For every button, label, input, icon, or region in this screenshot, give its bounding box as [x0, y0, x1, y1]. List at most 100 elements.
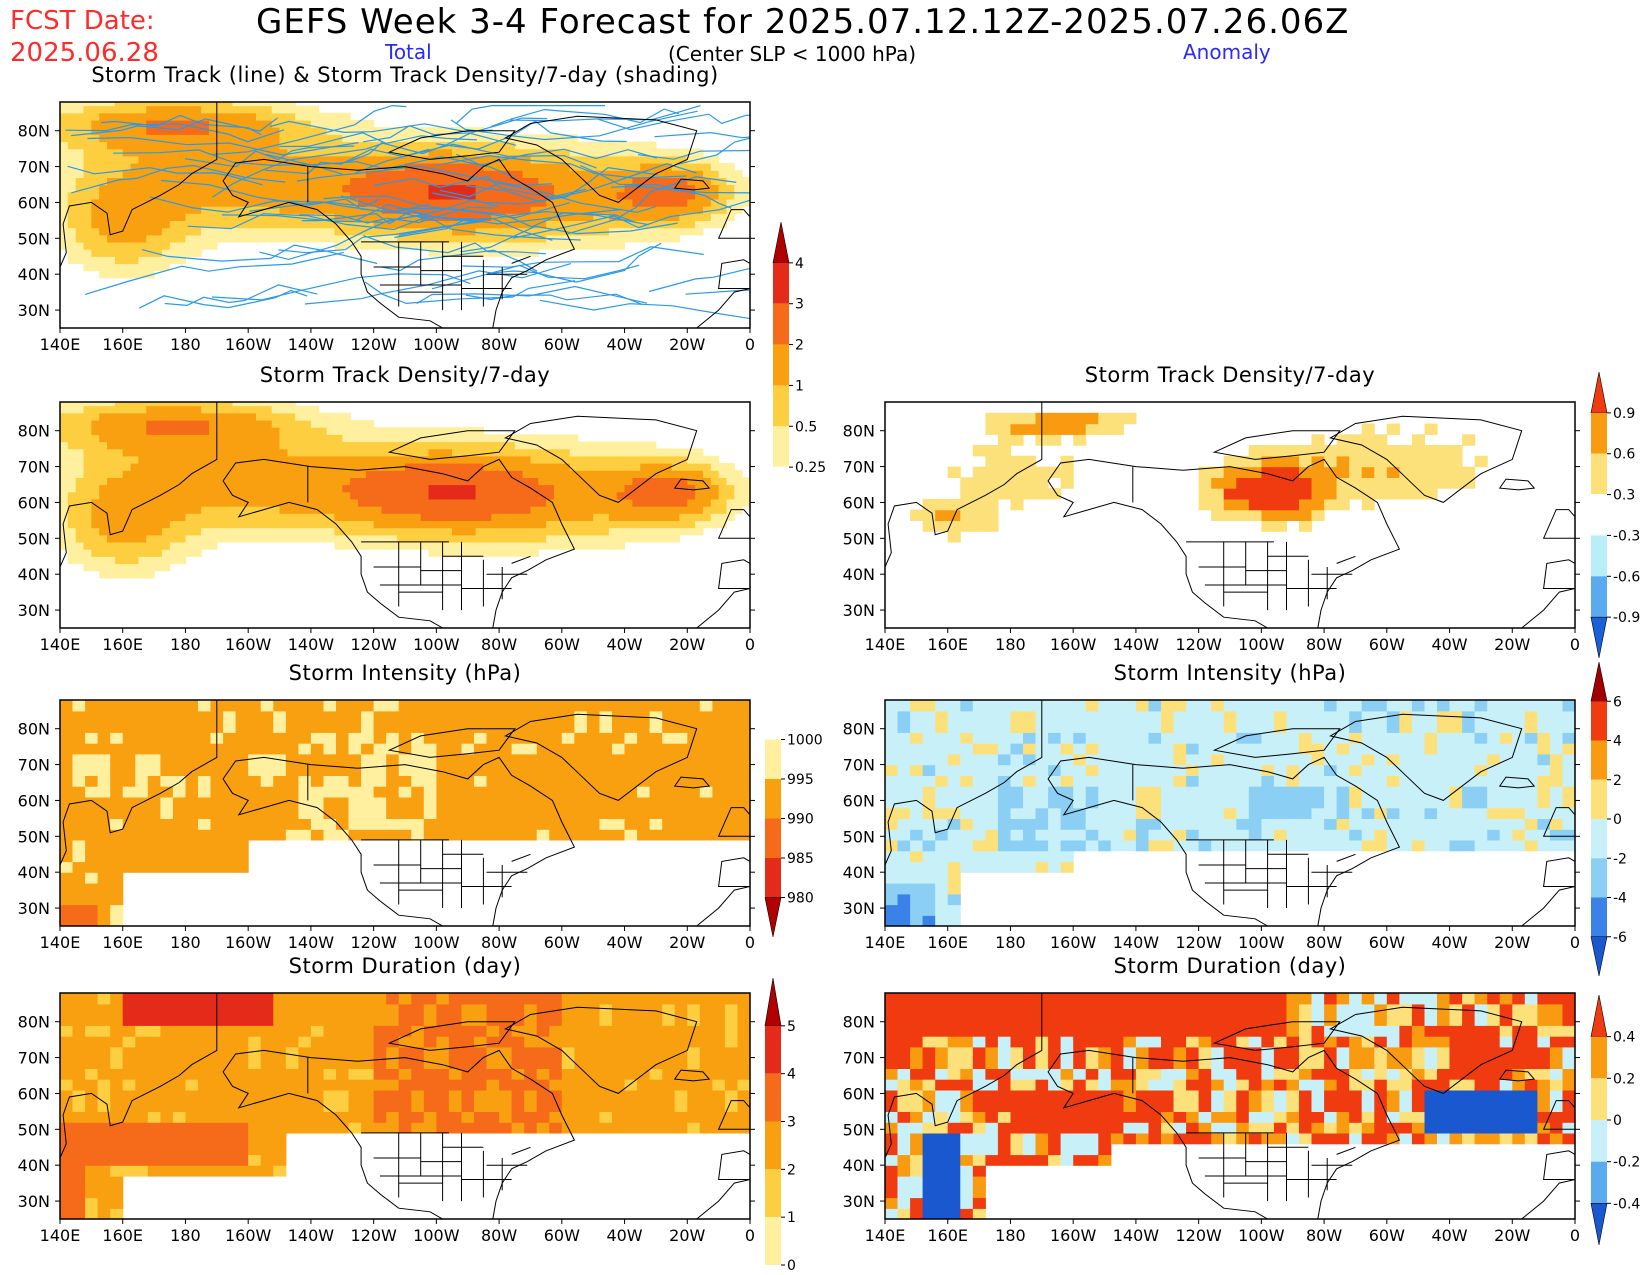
- field-cell: [726, 198, 735, 207]
- field-cell: [428, 163, 437, 171]
- field-cell: [444, 463, 453, 471]
- field-cell: [303, 155, 312, 164]
- field-cell: [1110, 764, 1124, 776]
- field-cell: [365, 498, 375, 507]
- field-cell: [60, 419, 69, 428]
- field-cell: [60, 796, 74, 809]
- field-cell: [405, 520, 414, 529]
- field-cell: [655, 527, 665, 536]
- field-cell: [549, 700, 563, 712]
- field-cell: [420, 191, 430, 200]
- field-cell: [138, 263, 147, 272]
- field-cell: [593, 141, 602, 150]
- field-cell: [83, 256, 92, 265]
- field-cell: [483, 434, 492, 443]
- field-cell: [263, 220, 273, 229]
- field-cell: [248, 405, 257, 414]
- field-cell: [389, 513, 398, 521]
- field-cell: [737, 796, 750, 809]
- field-cell: [210, 818, 224, 830]
- field-cell: [361, 700, 375, 712]
- field-cell: [593, 463, 602, 471]
- field-cell: [381, 513, 390, 521]
- field-cell: [491, 491, 500, 500]
- field-cell: [122, 491, 132, 500]
- field-cell: [624, 163, 633, 171]
- field-cell: [897, 721, 911, 733]
- field-cell: [452, 234, 461, 243]
- field-cell: [122, 227, 132, 236]
- field-cell: [60, 753, 74, 766]
- field-cell: [1110, 775, 1124, 787]
- field-cell: [514, 455, 524, 464]
- field-cell: [546, 491, 555, 500]
- field-cell: [655, 213, 665, 221]
- field-cell: [599, 829, 613, 841]
- field-cell: [549, 753, 563, 766]
- field-cell: [726, 184, 735, 193]
- field-cell: [444, 549, 453, 557]
- field-cell: [491, 241, 500, 250]
- field-cell: [271, 198, 281, 207]
- field-cell: [256, 520, 265, 529]
- field-cell: [1374, 488, 1388, 500]
- field-cell: [67, 198, 77, 207]
- field-cell: [154, 213, 163, 221]
- field-cell: [248, 448, 257, 457]
- field-cell: [91, 506, 100, 514]
- field-cell: [1198, 710, 1212, 723]
- field-cell: [193, 484, 202, 493]
- field-cell: [138, 477, 147, 486]
- field-cell: [1161, 700, 1175, 712]
- field-cell: [279, 527, 288, 536]
- field-cell: [201, 470, 210, 478]
- field-cell: [216, 177, 226, 186]
- field-cell: [60, 743, 74, 755]
- field-cell: [554, 241, 563, 250]
- field-cell: [452, 198, 461, 207]
- field-cell: [389, 534, 398, 543]
- field-cell: [130, 441, 139, 450]
- field-cell: [972, 445, 986, 457]
- field-cell: [122, 256, 132, 265]
- field-cell: [161, 112, 171, 121]
- field-cell: [448, 700, 462, 712]
- field-cell: [524, 753, 538, 766]
- field-cell: [585, 213, 594, 221]
- field-cell: [216, 405, 226, 414]
- field-cell: [737, 743, 750, 755]
- field-cell: [177, 141, 186, 150]
- field-cell: [161, 470, 171, 478]
- field-cell: [216, 105, 226, 114]
- field-cell: [240, 184, 249, 193]
- field-cell: [655, 234, 665, 243]
- field-cell: [530, 441, 539, 450]
- field-cell: [130, 412, 139, 421]
- field-cell: [318, 448, 328, 457]
- field-cell: [279, 102, 288, 107]
- field-cell: [514, 184, 524, 193]
- storm-track-line: [432, 166, 658, 205]
- field-cell: [256, 234, 265, 243]
- field-cell: [554, 527, 563, 536]
- field-cell: [1010, 861, 1024, 873]
- field-cell: [616, 170, 626, 178]
- field-cell: [514, 498, 524, 507]
- field-cell: [232, 448, 241, 457]
- field-cell: [601, 170, 610, 178]
- field-cell: [922, 872, 936, 884]
- field-cell: [235, 764, 249, 776]
- field-cell: [373, 427, 382, 435]
- field-cell: [154, 498, 163, 507]
- storm-track-line: [278, 220, 484, 254]
- field-cell: [397, 141, 406, 150]
- field-cell: [271, 155, 281, 164]
- field-cell: [130, 491, 139, 500]
- field-cell: [373, 818, 387, 830]
- field-cell: [114, 234, 124, 243]
- field-cell: [648, 213, 657, 221]
- field-cell: [177, 556, 186, 565]
- field-cell: [1060, 721, 1074, 733]
- field-cell: [235, 753, 249, 766]
- field-cell: [75, 148, 85, 157]
